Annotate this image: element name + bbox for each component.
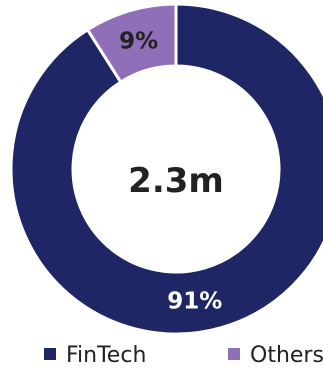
legend-swatch-others [228,348,240,360]
slice-labels: 91% 9% [119,28,222,314]
legend-swatch-fintech [44,348,56,360]
legend-label-fintech: FinTech [66,343,146,368]
donut-slices [9,2,323,336]
slice-fintech [9,2,323,336]
slice-others [85,2,178,85]
legend-label-others: Others [250,343,323,368]
slice-label-others: 9% [119,28,158,54]
center-total-label: 2.3m [128,161,224,201]
slice-label-fintech: 91% [167,289,222,315]
legend: FinTech Others [44,343,323,368]
